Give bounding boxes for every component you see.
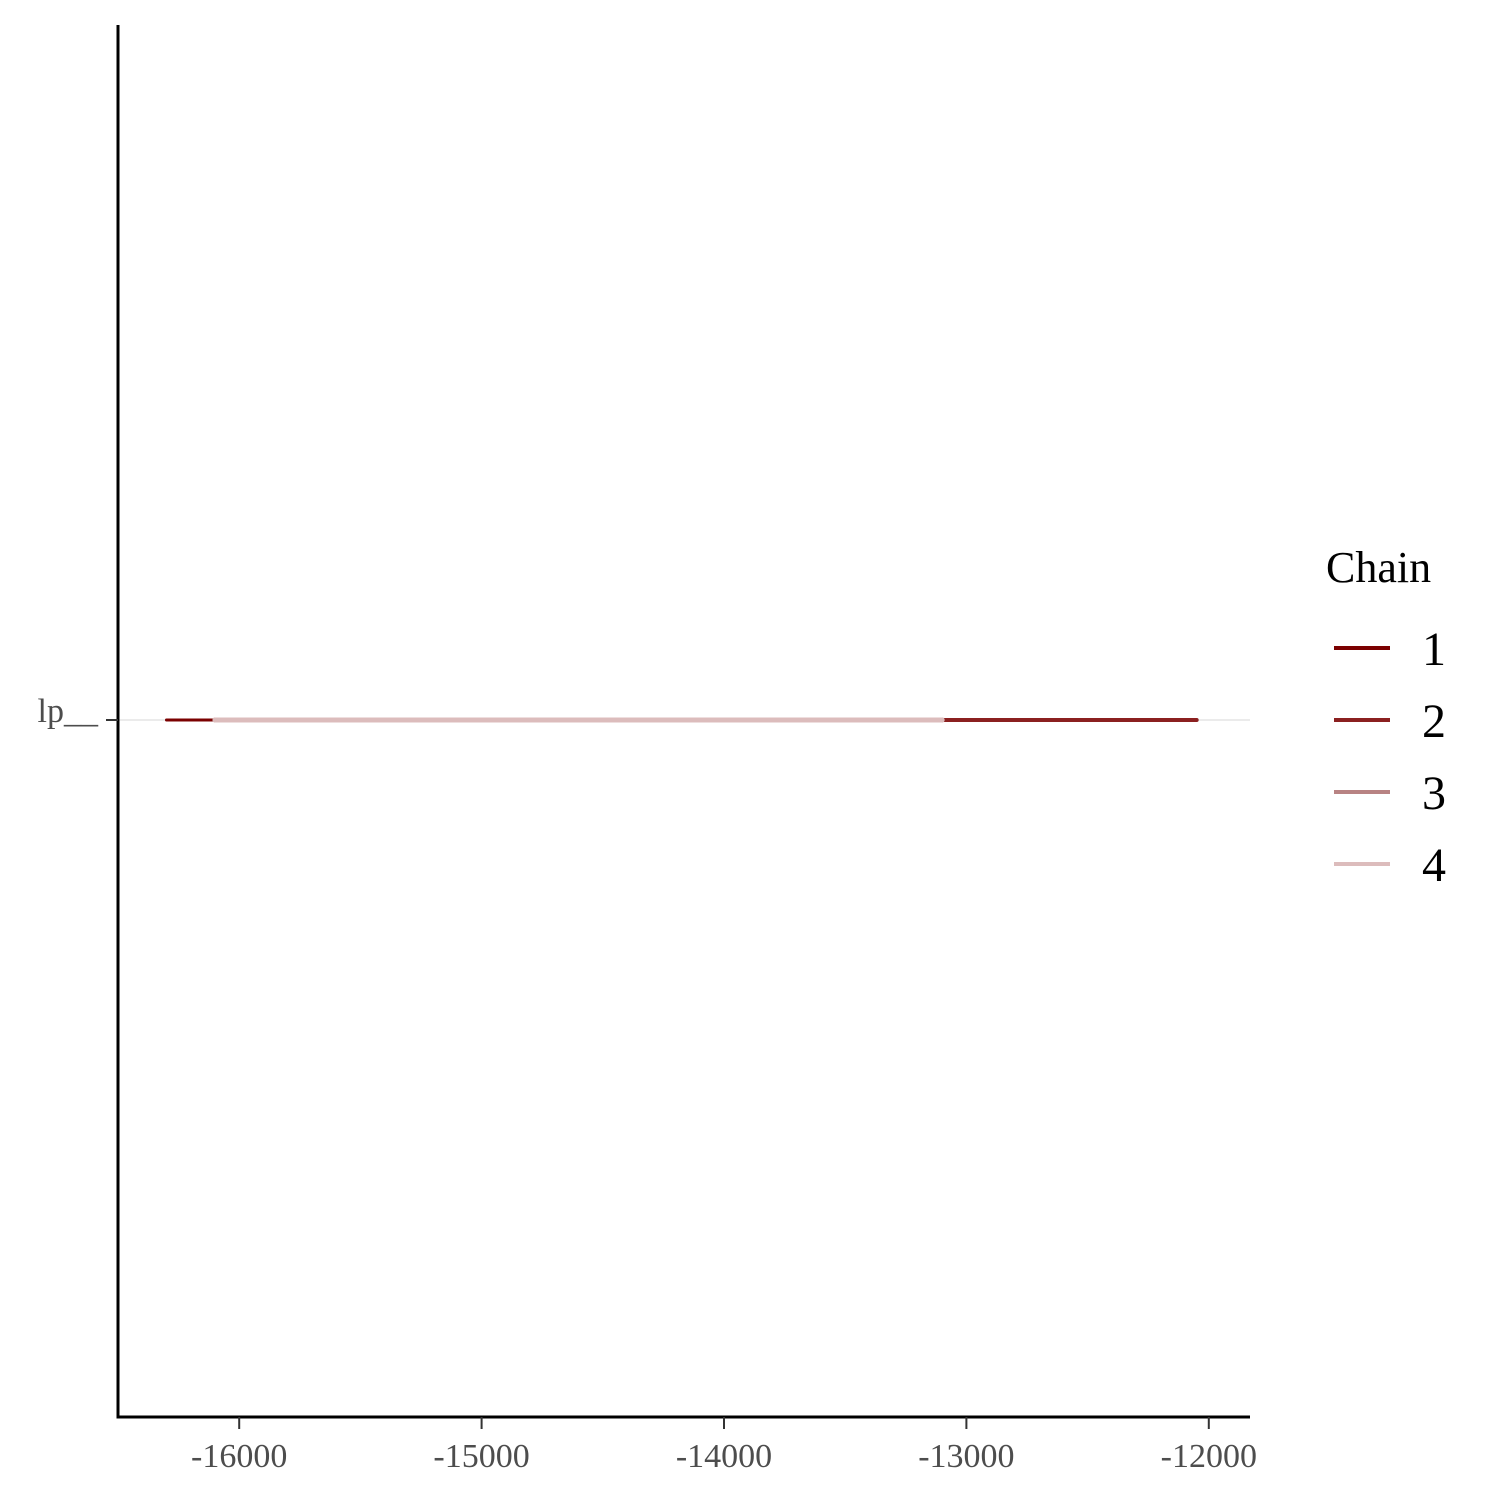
- x-axis-tick-label: -12000: [1161, 1438, 1257, 1475]
- x-axis-tick-label: -16000: [191, 1438, 287, 1475]
- legend-label-chain-2: 2: [1422, 695, 1446, 748]
- legend-label-chain-4: 4: [1422, 839, 1446, 892]
- x-axis-tick-label: -15000: [433, 1438, 529, 1475]
- legend-items: 1 2 3 4: [1334, 623, 1446, 892]
- x-axis-tick-label: -14000: [676, 1438, 772, 1475]
- x-axis-tick-label: -13000: [918, 1438, 1014, 1475]
- legend-title: Chain: [1326, 543, 1431, 592]
- legend-label-chain-1: 1: [1422, 623, 1446, 676]
- y-axis-tick-label-lp: lp__: [38, 693, 99, 730]
- legend: Chain 1 2 3 4: [1326, 543, 1446, 892]
- legend-label-chain-3: 3: [1422, 767, 1446, 820]
- x-axis-ticks: -16000 -15000 -14000 -13000 -12000: [191, 1417, 1257, 1475]
